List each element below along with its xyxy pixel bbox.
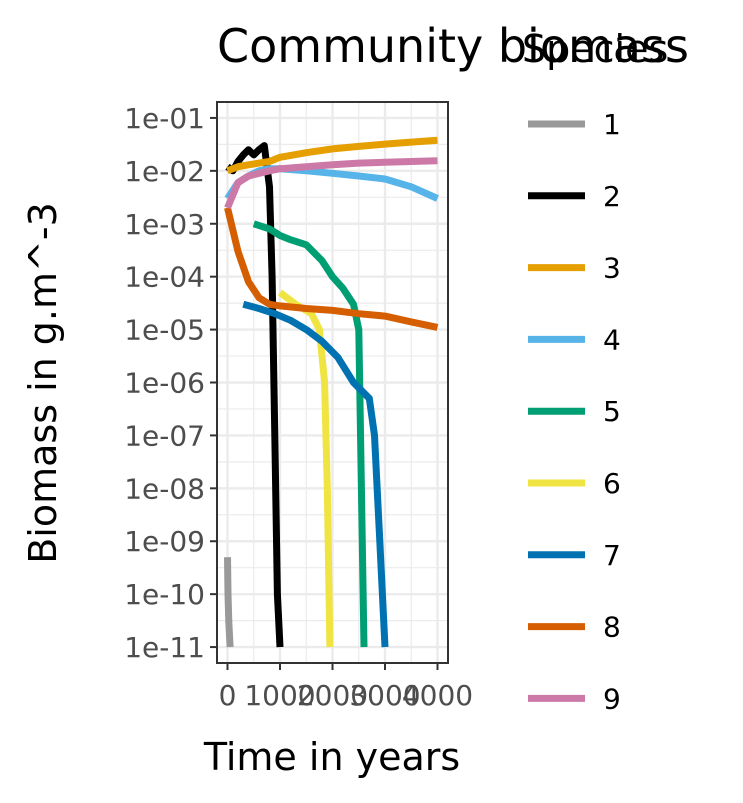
y-tick-label: 1e-08 bbox=[124, 472, 205, 505]
legend: 1 2 3 4 5 6 7 8 9 bbox=[528, 108, 621, 715]
y-tick-label: 1e-06 bbox=[124, 367, 205, 400]
legend-title: Species bbox=[522, 27, 668, 71]
legend-label-7: 7 bbox=[603, 539, 621, 572]
y-axis-title: Biomass in g.m^-3 bbox=[21, 202, 65, 564]
legend-label-3: 3 bbox=[603, 252, 621, 285]
y-tick-label: 1e-04 bbox=[124, 261, 205, 294]
chart-title: Community biomass bbox=[217, 19, 689, 73]
y-axis: 1e-01 1e-02 1e-03 1e-04 1e-05 1e-06 1e-07 1e-08… bbox=[124, 102, 217, 664]
series-line-8 bbox=[224, 206, 439, 331]
x-tick-label: 2000 bbox=[297, 679, 368, 712]
series-layer bbox=[224, 136, 439, 648]
legend-label-1: 1 bbox=[603, 108, 621, 141]
x-tick-label: 4000 bbox=[402, 679, 473, 712]
y-tick-label: 1e-09 bbox=[124, 525, 205, 558]
series-line-9 bbox=[224, 157, 438, 210]
x-tick-label: 1000 bbox=[244, 679, 315, 712]
series-line-5 bbox=[252, 220, 368, 648]
legend-label-2: 2 bbox=[603, 180, 621, 213]
y-tick-label: 1e-11 bbox=[124, 631, 205, 664]
y-tick-label: 1e-03 bbox=[124, 208, 205, 241]
legend-label-9: 9 bbox=[603, 682, 621, 715]
y-tick-label: 1e-07 bbox=[124, 419, 205, 452]
series-line-3 bbox=[226, 136, 438, 175]
y-tick-label: 1e-05 bbox=[124, 314, 205, 347]
y-tick-label: 1e-01 bbox=[124, 102, 205, 135]
series-line-1 bbox=[224, 557, 234, 648]
legend-label-5: 5 bbox=[603, 395, 621, 428]
series-line-7 bbox=[242, 300, 389, 648]
legend-label-4: 4 bbox=[603, 323, 621, 356]
series-line-2 bbox=[225, 142, 284, 648]
x-tick-label: 3000 bbox=[349, 679, 420, 712]
x-tick-label: 0 bbox=[219, 679, 237, 712]
legend-label-8: 8 bbox=[603, 611, 621, 644]
y-tick-label: 1e-10 bbox=[124, 578, 205, 611]
legend-label-6: 6 bbox=[603, 467, 621, 500]
y-tick-label: 1e-02 bbox=[124, 155, 205, 188]
x-axis-title: Time in years bbox=[203, 735, 460, 779]
